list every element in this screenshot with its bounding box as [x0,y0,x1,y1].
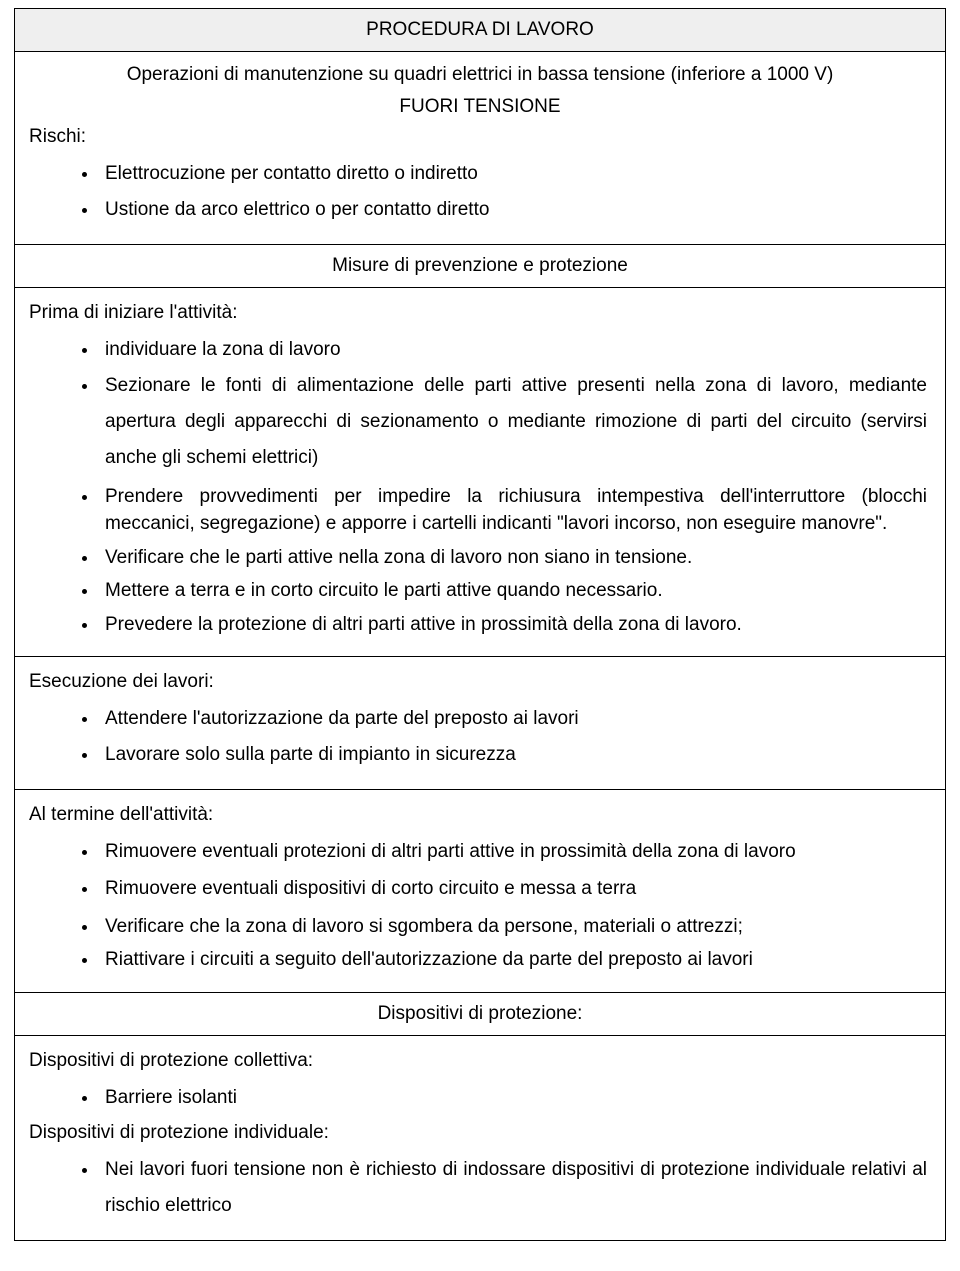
list-item: Attendere l'autorizzazione da parte del … [99,701,931,737]
dispositivi-title-row: Dispositivi di protezione: [15,993,945,1036]
esecuzione-list: Attendere l'autorizzazione da parte del … [29,701,931,773]
list-item: individuare la zona di lavoro [99,332,931,368]
esecuzione-section: Esecuzione dei lavori: Attendere l'autor… [15,657,945,790]
list-item: Ustione da arco elettrico o per contatto… [99,192,931,228]
list-item: Lavorare solo sulla parte di impianto in… [99,737,931,773]
list-item: Mettere a terra e in corto circuito le p… [99,577,931,605]
list-item: Elettrocuzione per contatto diretto o in… [99,156,931,192]
list-item: Barriere isolanti [99,1080,931,1116]
prima-label: Prima di iniziare l'attività: [29,302,931,324]
dispositivi-section: Dispositivi di protezione collettiva: Ba… [15,1036,945,1240]
rischi-section: Operazioni di manutenzione su quadri ele… [15,52,945,245]
collettiva-label: Dispositivi di protezione collettiva: [29,1050,931,1072]
list-item: Prevedere la protezione di altri parti a… [99,611,931,639]
list-item: Nei lavori fuori tensione non è richiest… [99,1152,931,1224]
prima-list: individuare la zona di lavoro Sezionare … [29,332,931,638]
doc-subtitle: Operazioni di manutenzione su quadri ele… [29,64,931,86]
rischi-list: Elettrocuzione per contatto diretto o in… [29,156,931,228]
dispositivi-title: Dispositivi di protezione: [378,1003,583,1024]
collettiva-list: Barriere isolanti [29,1080,931,1116]
termine-label: Al termine dell'attività: [29,804,931,826]
individuale-label: Dispositivi di protezione individuale: [29,1122,931,1144]
list-item: Rimuovere eventuali dispositivi di corto… [99,871,931,907]
list-item: Sezionare le fonti di alimentazione dell… [99,368,931,476]
doc-condition: FUORI TENSIONE [29,96,931,118]
document-table: PROCEDURA DI LAVORO Operazioni di manute… [14,8,946,1241]
termine-section: Al termine dell'attività: Rimuovere even… [15,790,945,992]
misure-title: Misure di prevenzione e protezione [332,255,628,276]
list-item: Rimuovere eventuali protezioni di altri … [99,834,931,870]
termine-list: Rimuovere eventuali protezioni di altri … [29,834,931,973]
rischi-label: Rischi: [29,126,931,148]
esecuzione-label: Esecuzione dei lavori: [29,671,931,693]
page: PROCEDURA DI LAVORO Operazioni di manute… [0,0,960,1271]
list-item: Verificare che le parti attive nella zon… [99,544,931,572]
header-title-row: PROCEDURA DI LAVORO [15,9,945,52]
list-item: Verificare che la zona di lavoro si sgom… [99,913,931,941]
list-item: Riattivare i circuiti a seguito dell'aut… [99,946,931,974]
doc-title: PROCEDURA DI LAVORO [366,19,594,40]
prima-section: Prima di iniziare l'attività: individuar… [15,288,945,657]
list-item: Prendere provvedimenti per impedire la r… [99,483,931,538]
misure-title-row: Misure di prevenzione e protezione [15,245,945,288]
individuale-list: Nei lavori fuori tensione non è richiest… [29,1152,931,1224]
